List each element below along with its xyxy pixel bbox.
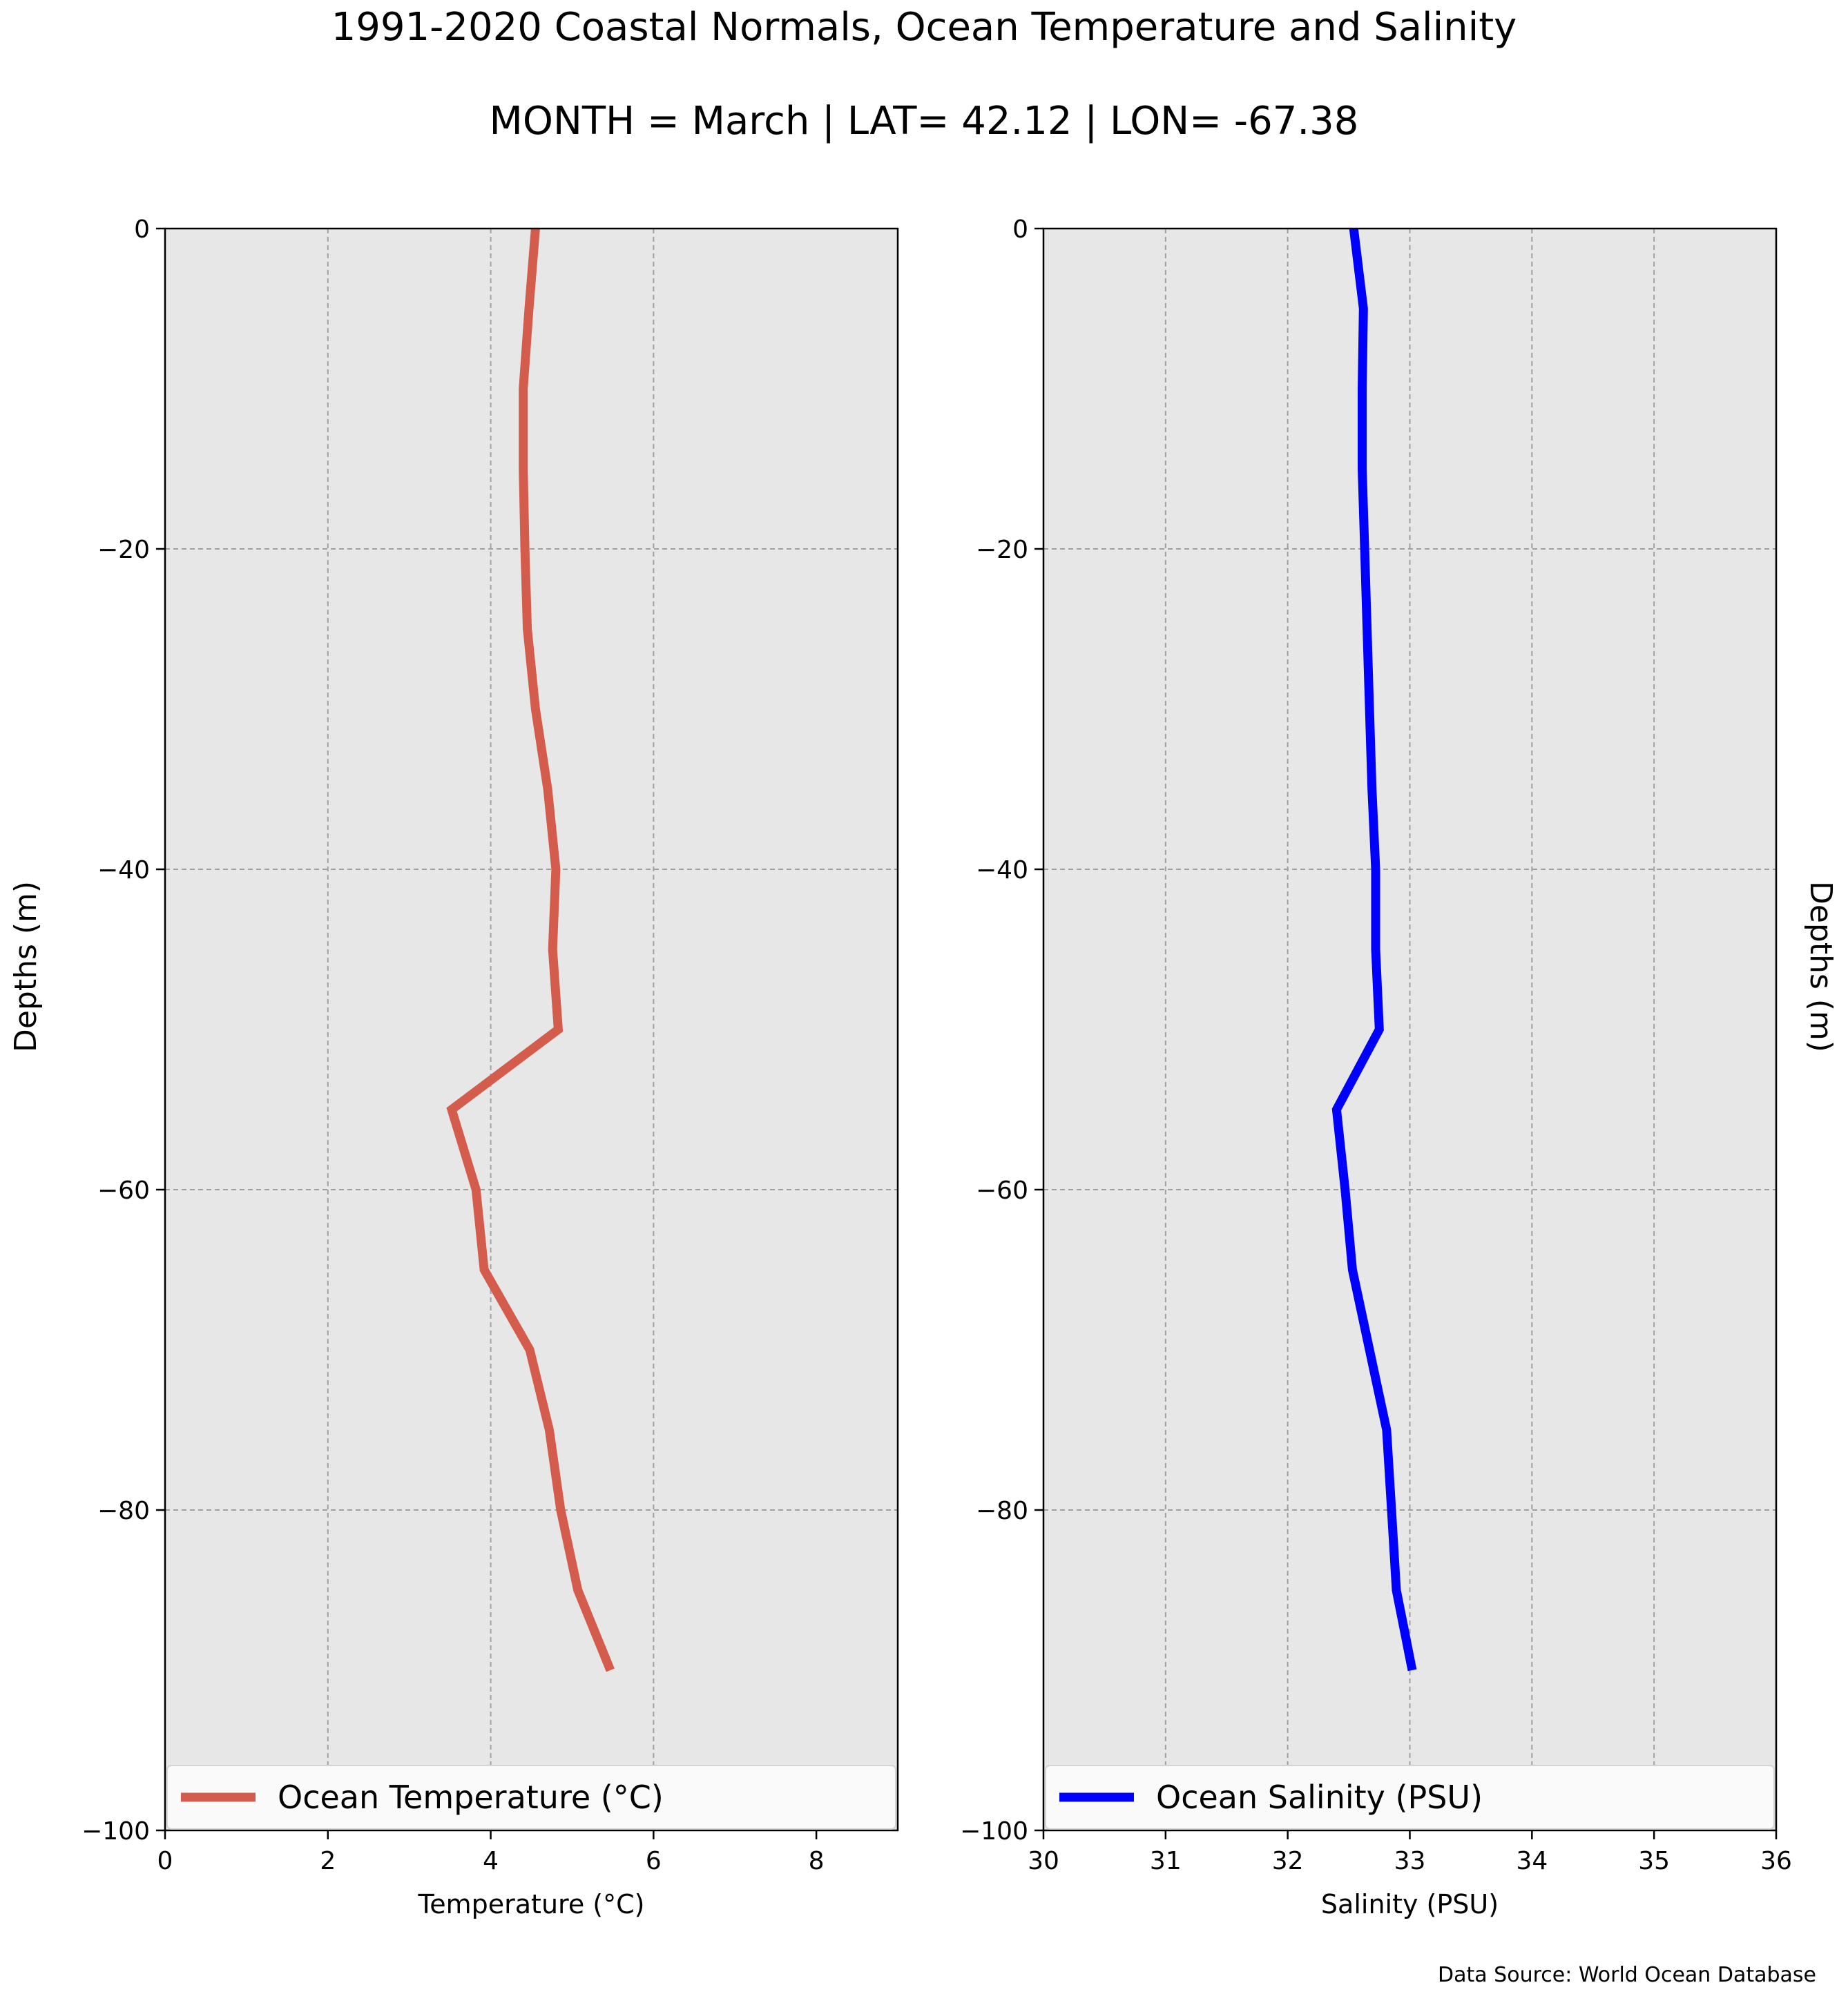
salinity-y-tick-label: −80 xyxy=(976,1497,1028,1525)
temperature-y-tick-label: −20 xyxy=(97,536,150,564)
temperature-y-tick-label: −60 xyxy=(97,1177,150,1205)
temperature-y-tick-label: 0 xyxy=(134,215,150,244)
salinity-x-tick-label: 35 xyxy=(1638,1847,1670,1875)
data-source-note: Data Source: World Ocean Database xyxy=(1438,1963,1816,1987)
temperature-series-line xyxy=(446,228,615,1672)
salinity-legend-box xyxy=(1045,1765,1775,1830)
salinity-legend: Ocean Salinity (PSU) xyxy=(1045,1765,1775,1830)
right-y-axis-label: Depths (m) xyxy=(1803,881,1838,1052)
temperature-x-tick-label: 2 xyxy=(320,1847,336,1875)
chart-subtitle: MONTH = March | LAT= 42.12 | LON= -67.38 xyxy=(490,99,1359,144)
temperature-plot-frame xyxy=(164,227,899,1832)
temperature-y-tick-label: −80 xyxy=(97,1497,150,1525)
salinity-x-tick-label: 31 xyxy=(1150,1847,1182,1875)
salinity-panel: 30 31 32 33 34 35 36 0 −20 −40 −60 −80 −100 Salinity … xyxy=(960,215,1792,1919)
temperature-x-tick-label: 6 xyxy=(646,1847,662,1875)
salinity-legend-label: Ocean Salinity (PSU) xyxy=(1156,1779,1483,1816)
salinity-x-tick-label: 33 xyxy=(1394,1847,1426,1875)
salinity-x-tick-label: 34 xyxy=(1516,1847,1548,1875)
salinity-y-tick-label: −40 xyxy=(976,856,1028,884)
salinity-x-tick-label: 36 xyxy=(1760,1847,1792,1875)
chart-title: 1991-2020 Coastal Normals, Ocean Tempera… xyxy=(331,5,1517,50)
left-y-axis-label: Depths (m) xyxy=(8,881,44,1052)
temperature-legend-label: Ocean Temperature (°C) xyxy=(278,1779,664,1816)
temperature-x-tick-label: 8 xyxy=(809,1847,825,1875)
temperature-y-tick-label: −40 xyxy=(97,856,150,884)
temperature-x-tick-label: 4 xyxy=(483,1847,499,1875)
temperature-x-axis-label: Temperature (°C) xyxy=(418,1889,645,1919)
temperature-panel: 0 2 4 6 8 0 −20 −40 −60 −80 −100 Temperature (°C) Oc… xyxy=(81,215,899,1919)
salinity-x-axis-label: Salinity (PSU) xyxy=(1321,1889,1499,1919)
salinity-y-tick-label: −60 xyxy=(976,1177,1028,1205)
salinity-y-tick-label: −20 xyxy=(976,536,1028,564)
salinity-series-line xyxy=(1331,228,1417,1672)
temperature-x-tick-label: 0 xyxy=(157,1847,173,1875)
salinity-x-tick-label: 32 xyxy=(1272,1847,1304,1875)
temperature-legend-box xyxy=(166,1765,896,1830)
temperature-plot-background xyxy=(165,229,898,1830)
temperature-y-tick-label: −100 xyxy=(81,1817,150,1846)
temperature-legend: Ocean Temperature (°C) xyxy=(166,1765,896,1830)
salinity-x-tick-label: 30 xyxy=(1028,1847,1059,1875)
salinity-y-tick-label: −100 xyxy=(960,1817,1028,1846)
salinity-y-tick-label: 0 xyxy=(1012,215,1028,244)
